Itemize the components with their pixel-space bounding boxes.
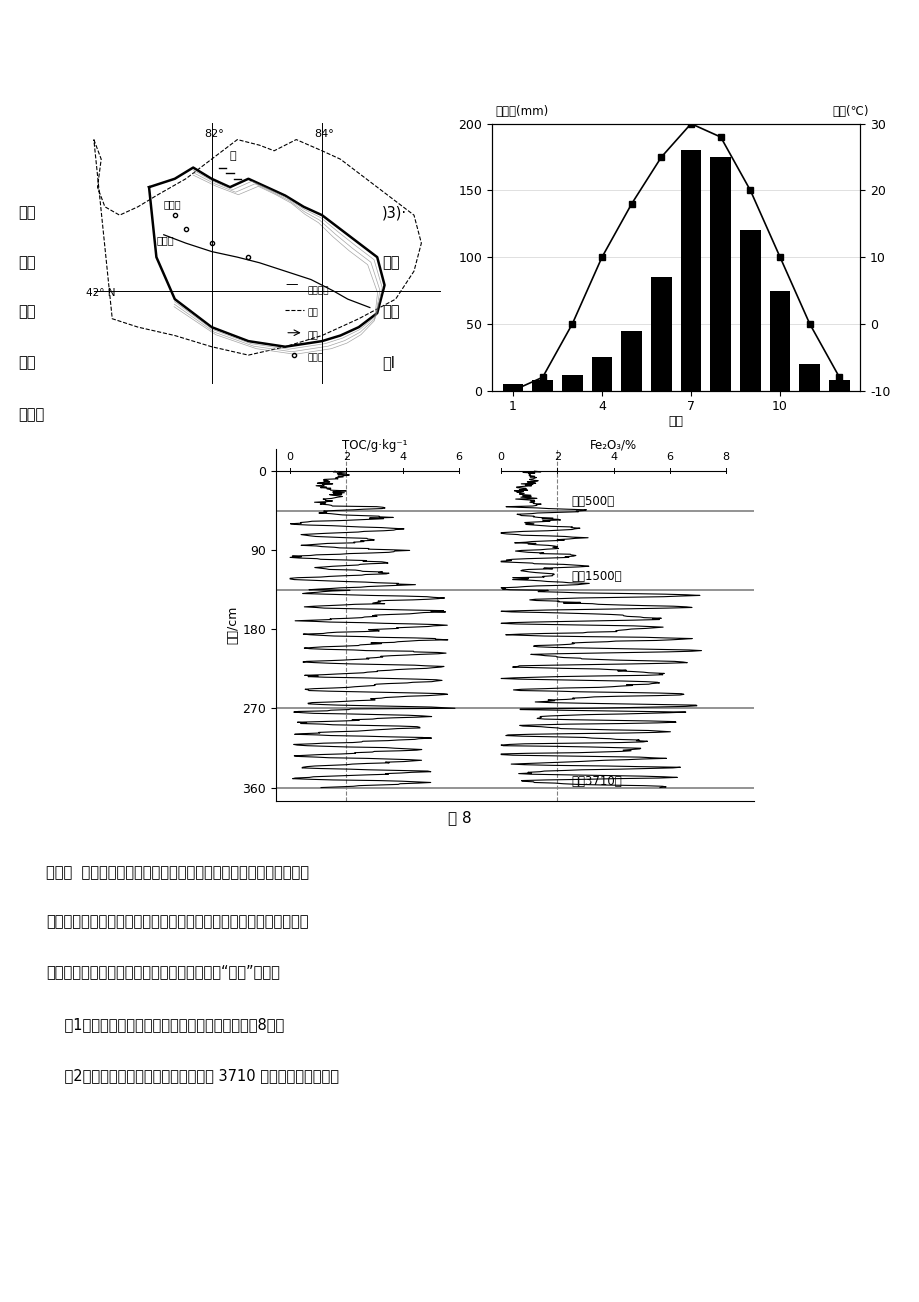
Text: 图 8: 图 8 xyxy=(448,810,471,825)
Text: 国界: 国界 xyxy=(307,309,318,318)
Text: （2）根据材料二，推断伊梨河谷地区 3710 年前至今气候的干湿: （2）根据材料二，推断伊梨河谷地区 3710 年前至今气候的干湿 xyxy=(46,1068,338,1083)
Text: 梨河: 梨河 xyxy=(381,305,399,319)
Text: 伊宁市: 伊宁市 xyxy=(164,199,181,208)
Text: Fe₂O₃/%: Fe₂O₃/% xyxy=(589,439,637,452)
Text: 河流: 河流 xyxy=(307,331,318,340)
Text: 反映: 反映 xyxy=(18,305,36,319)
Text: 2: 2 xyxy=(553,452,561,462)
Bar xyxy=(799,363,819,391)
Bar xyxy=(709,158,731,391)
Text: 6: 6 xyxy=(455,452,462,462)
Bar xyxy=(502,384,523,391)
Bar xyxy=(620,331,641,391)
Text: 4: 4 xyxy=(609,452,617,462)
Text: 2: 2 xyxy=(343,452,349,462)
Text: 8: 8 xyxy=(722,452,729,462)
Text: 82°: 82° xyxy=(204,129,223,139)
Bar xyxy=(828,380,849,391)
Bar xyxy=(769,290,789,391)
Text: 地孛: 地孛 xyxy=(381,255,399,270)
Text: 下植: 下植 xyxy=(18,255,36,270)
Text: 距今500年: 距今500年 xyxy=(571,496,614,508)
Text: 地区蜜源分布广、数量大，蜜源品质高，素有“蜜库”之称。: 地区蜜源分布广、数量大，蜜源品质高，素有“蜜库”之称。 xyxy=(46,963,279,979)
Bar xyxy=(680,151,700,391)
Text: 气温(℃): 气温(℃) xyxy=(832,104,868,117)
Text: 0: 0 xyxy=(286,452,293,462)
Text: 和氧: 和氧 xyxy=(18,355,36,370)
Text: 变化。: 变化。 xyxy=(18,408,45,422)
Text: 距今3710年: 距今3710年 xyxy=(571,775,621,788)
Text: 降水量(mm): 降水量(mm) xyxy=(494,104,548,117)
Bar xyxy=(739,230,760,391)
Text: 材料三  花蜜来自植物的蜜腺，是植物从土壤中吸收的营养和光合作: 材料三 花蜜来自植物的蜜腺，是植物从土壤中吸收的营养和光合作 xyxy=(46,865,309,880)
Text: 甲: 甲 xyxy=(230,151,236,161)
X-axis label: 月份: 月份 xyxy=(668,415,683,428)
Text: 伊犁河: 伊犁河 xyxy=(156,236,174,245)
Text: 距今1500年: 距今1500年 xyxy=(571,570,621,583)
Text: 6: 6 xyxy=(665,452,673,462)
Text: 材料: 材料 xyxy=(18,206,36,220)
Text: 流域界线: 流域界线 xyxy=(307,286,328,296)
Text: 4: 4 xyxy=(399,452,406,462)
Text: 0: 0 xyxy=(497,452,505,462)
Text: （1）分析甲地与伊宁市年降水量差异的原因。（8分）: （1）分析甲地与伊宁市年降水量差异的原因。（8分） xyxy=(46,1017,284,1032)
Bar xyxy=(532,380,552,391)
Text: TOC/g·kg⁻¹: TOC/g·kg⁻¹ xyxy=(341,439,407,452)
Y-axis label: 深度/cm: 深度/cm xyxy=(226,605,239,644)
Text: 42° N: 42° N xyxy=(86,288,116,298)
Bar xyxy=(651,277,671,391)
Bar xyxy=(591,357,612,391)
Text: 县、城: 县、城 xyxy=(307,353,323,362)
Text: 反I: 反I xyxy=(381,355,394,370)
Bar xyxy=(562,375,582,391)
Text: 用制造成的，除满足自身生长发育外，多余的就贮存在植物体内。该: 用制造成的，除满足自身生长发育外，多余的就贮存在植物体内。该 xyxy=(46,914,308,930)
Text: 84°: 84° xyxy=(314,129,334,139)
Text: —: — xyxy=(285,277,298,290)
Text: )3)·: )3)· xyxy=(381,206,406,220)
